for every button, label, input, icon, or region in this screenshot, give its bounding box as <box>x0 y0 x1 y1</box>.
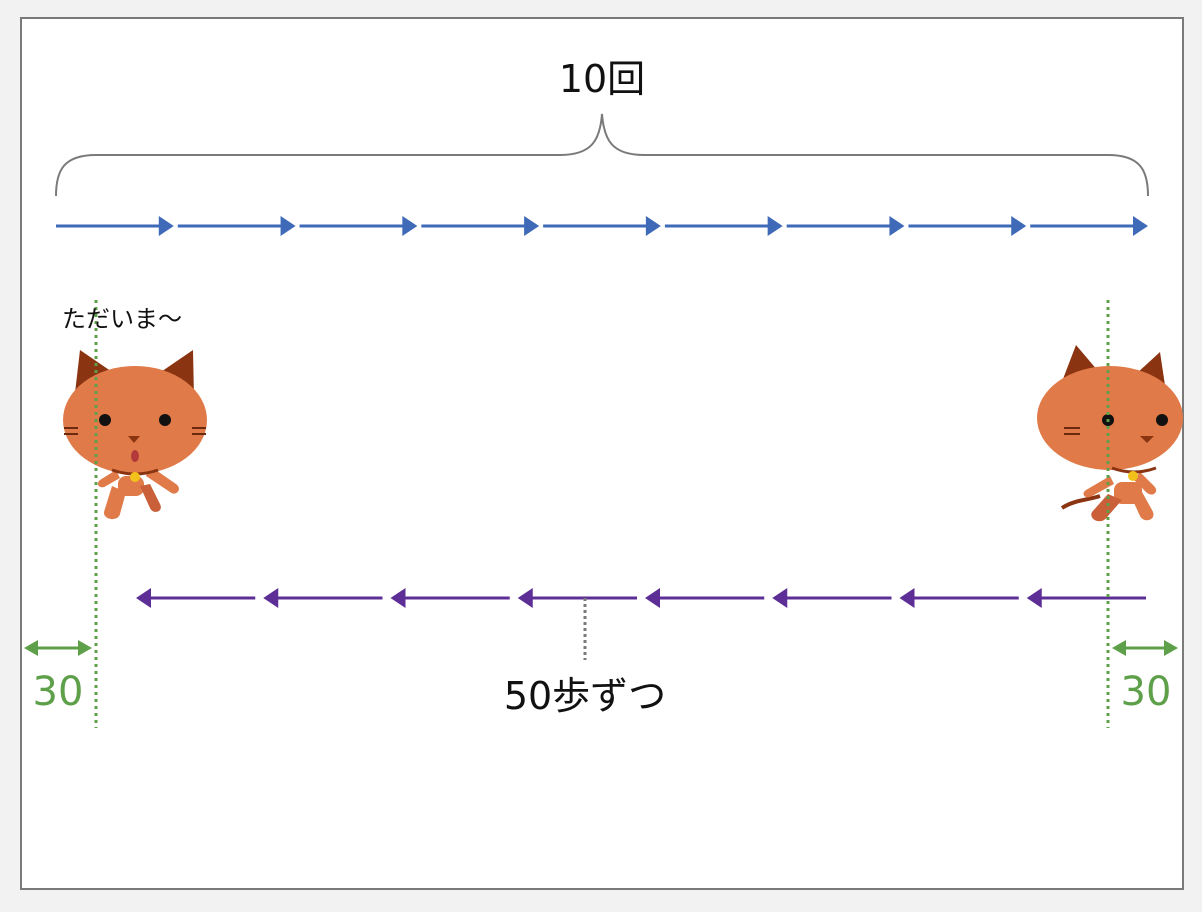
forward-arrow <box>299 216 418 236</box>
backward-arrow <box>517 588 637 608</box>
forward-arrow <box>1030 216 1148 236</box>
cat-icon <box>1037 345 1183 522</box>
cat-icon <box>63 350 207 520</box>
backward-arrow <box>1026 588 1146 608</box>
forward-arrow <box>786 216 905 236</box>
forward-arrow-row <box>56 216 1148 236</box>
backward-arrow <box>645 588 765 608</box>
forward-arrow <box>664 216 783 236</box>
forward-arrow <box>908 216 1027 236</box>
backward-arrow <box>263 588 383 608</box>
forward-arrow <box>56 216 174 236</box>
forward-arrow <box>421 216 540 236</box>
repeat-brace <box>55 113 1149 197</box>
forward-arrow <box>177 216 296 236</box>
margin-arrow-left <box>24 640 92 656</box>
margin-right-label: 30 <box>1120 669 1172 715</box>
forward-arrow <box>543 216 661 236</box>
backward-arrow-row <box>136 588 1146 608</box>
stage-canvas <box>20 17 1184 890</box>
margin-left-label: 30 <box>32 669 84 715</box>
repeat-count-label: 10回 <box>558 57 646 101</box>
backward-arrow <box>899 588 1019 608</box>
backward-arrow <box>136 588 256 608</box>
backward-arrow <box>390 588 510 608</box>
speech-text: ただいま〜 <box>62 305 182 333</box>
backward-arrow <box>772 588 892 608</box>
step-size-label: 50歩ずつ <box>503 674 667 718</box>
margin-arrow-right <box>1112 640 1178 656</box>
